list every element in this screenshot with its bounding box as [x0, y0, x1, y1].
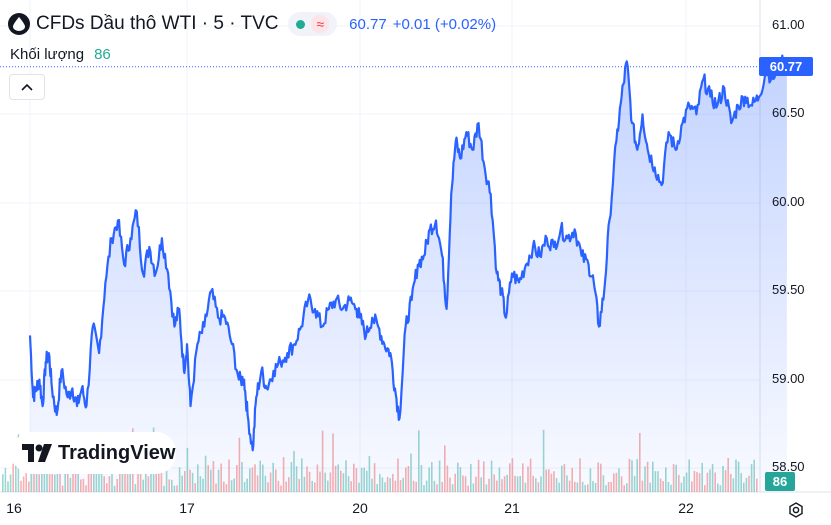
price-line	[28, 54, 788, 452]
x-tick-label: 21	[504, 500, 520, 516]
volume-label: Khối lượng	[10, 46, 85, 63]
volume-bar	[25, 461, 27, 492]
y-tick-label: 59.00	[772, 371, 805, 386]
volume-value: 86	[94, 46, 111, 63]
volume-bar	[12, 463, 14, 492]
volume-tag: 86	[765, 472, 795, 491]
symbol-title[interactable]: CFDs Dầu thô WTI · 5 · TVC	[36, 13, 279, 34]
tradingview-logo-text: TradingView	[58, 441, 176, 464]
volume-legend[interactable]: Khối lượng 86	[10, 46, 111, 63]
volume-bar	[9, 474, 12, 492]
oil-drop-icon	[8, 13, 30, 35]
y-tick-label: 59.50	[772, 282, 805, 297]
wave-icon: ≈	[311, 15, 330, 33]
x-tick-label: 16	[6, 500, 22, 516]
volume-bar	[4, 468, 7, 492]
tradingview-logo[interactable]: TradingView	[12, 432, 176, 474]
x-tick-label: 22	[678, 500, 694, 516]
y-tick-label: 61.00	[772, 17, 805, 32]
volume-bar	[2, 474, 4, 492]
last-price: 60.77	[349, 15, 387, 33]
volume-bar	[7, 481, 9, 492]
price-area	[30, 55, 787, 492]
market-open-dot-icon	[296, 19, 306, 29]
volume-bar	[22, 476, 25, 492]
volume-bar	[28, 481, 30, 492]
settings-gear-icon[interactable]	[786, 500, 806, 520]
volume-bar	[15, 465, 17, 492]
volume-bar	[20, 480, 22, 492]
last-price-tag: 60.77	[759, 57, 813, 76]
x-tick-label: 20	[352, 500, 368, 516]
y-tick-label: 58.50	[772, 459, 805, 474]
collapse-legend-button[interactable]	[9, 74, 45, 100]
x-tick-label: 17	[179, 500, 195, 516]
chevron-up-icon	[21, 83, 33, 91]
y-tick-label: 60.50	[772, 105, 805, 120]
chart-header: CFDs Dầu thô WTI · 5 · TVC ≈ 60.77 +0.01…	[8, 9, 496, 39]
y-tick-label: 60.00	[772, 194, 805, 209]
price-change: +0.01 (+0.02%)	[392, 15, 497, 33]
tradingview-logo-icon	[22, 444, 52, 462]
status-pill[interactable]: ≈	[288, 12, 338, 36]
